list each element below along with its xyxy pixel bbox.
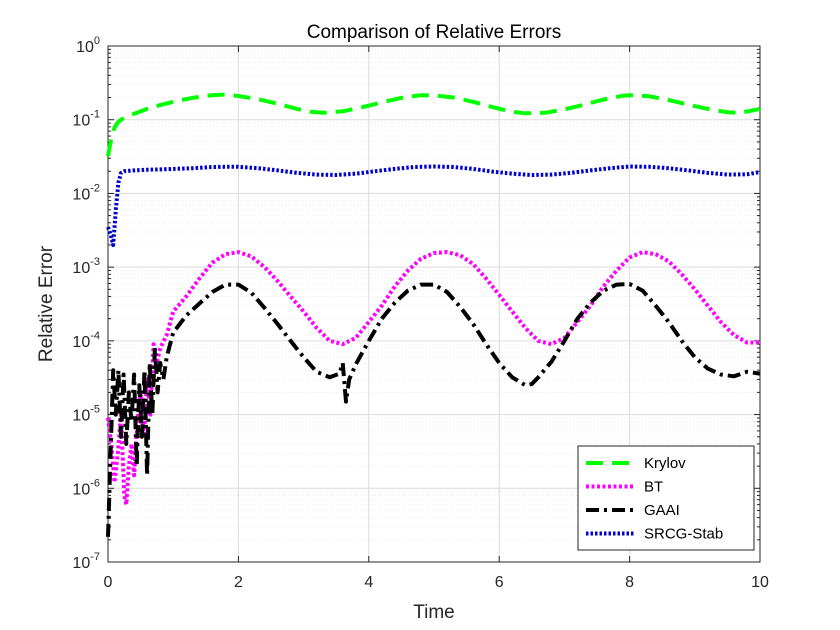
y-tick-label: 10-3 [72,256,100,277]
y-tick-label: 10-2 [72,182,100,203]
y-tick-label: 10-5 [72,404,100,425]
x-tick-label: 10 [751,574,769,591]
x-tick-label: 0 [104,574,113,591]
series-line-srcg-stab [106,164,761,247]
legend-label: GAAI [644,502,680,519]
x-tick-label: 2 [234,574,243,591]
series-line-gaai [106,282,761,537]
y-tick-label: 100 [76,35,100,56]
axis-ticks: 0 2 4 6 8 10 100 10-1 10-2 10-3 10-4 10-5 10-6 10-7 [72,35,769,591]
plot-frame [107,45,761,563]
legend-box [577,445,755,551]
y-tick-label: 10-7 [72,551,100,572]
y-tick-label: 10-1 [72,109,100,130]
x-tick-label: 6 [495,574,504,591]
y-tick-label: 10-4 [72,330,100,351]
x-tick-label: 4 [364,574,373,591]
y-axis-label: Relative Error [36,245,57,362]
x-axis-label: Time [413,602,455,623]
x-tick-label: 8 [625,574,634,591]
y-tick-label: 10-6 [72,477,100,498]
legend-label: Krylov [644,455,686,472]
legend-label: BT [644,479,663,496]
series-lines [106,92,761,537]
chart-title: Comparison of Relative Errors [307,22,561,43]
legend: Krylov BT GAAI SRCG-Stab [577,445,755,551]
series-line-krylov [106,92,761,157]
legend-label: SRCG-Stab [644,526,723,543]
